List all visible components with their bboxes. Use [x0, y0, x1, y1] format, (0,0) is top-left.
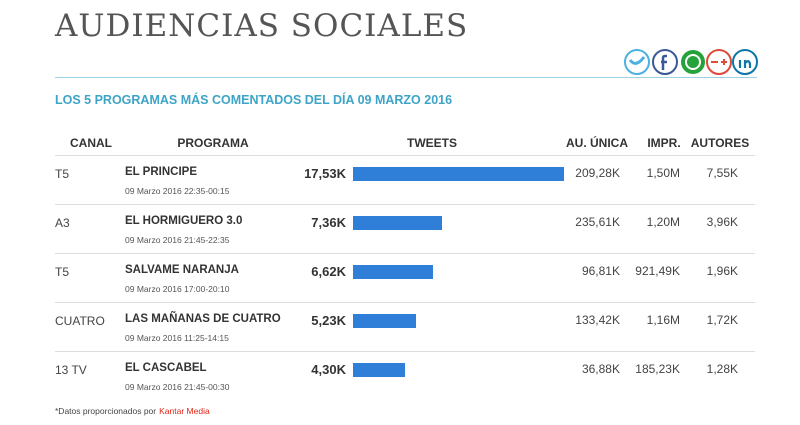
canal-cell: T5: [55, 265, 70, 279]
programa-cell: EL HORMIGUERO 3.0: [125, 215, 243, 227]
impr-cell: 1,20M: [646, 215, 680, 229]
impr-cell: 921,49K: [635, 264, 680, 278]
column-header: AU. ÚNICA: [566, 136, 628, 150]
autores-cell: 7,55K: [706, 166, 738, 180]
subtitle: LOS 5 PROGRAMAS MÁS COMENTADOS DEL DÍA 0…: [55, 93, 453, 107]
impr-cell: 185,23K: [635, 362, 680, 376]
row-divider: [55, 351, 755, 352]
fecha-cell: 09 Marzo 2016 21:45-22:35: [125, 235, 230, 245]
tweets-label: 4,30K: [311, 362, 346, 377]
googleplus-icon[interactable]: [706, 49, 732, 75]
tweets-bar: [353, 363, 405, 377]
au-unica-cell: 133,42K: [575, 313, 620, 327]
tweets-label: 5,23K: [311, 313, 346, 328]
autores-cell: 1,72K: [706, 313, 738, 327]
canal-cell: A3: [55, 216, 70, 230]
autores-cell: 3,96K: [706, 215, 738, 229]
au-unica-cell: 96,81K: [581, 264, 620, 278]
tweets-bar: [353, 167, 564, 181]
column-header: PROGRAMA: [177, 136, 249, 150]
fecha-cell: 09 Marzo 2016 17:00-20:10: [125, 284, 230, 294]
footer: *Datos proporcionados por Kantar Media: [55, 406, 210, 416]
tweets-bar: [353, 314, 416, 328]
fecha-cell: 09 Marzo 2016 11:25-14:15: [125, 333, 229, 343]
tweets-label: 6,62K: [311, 264, 346, 279]
programa-cell: EL CASCABEL: [125, 362, 207, 374]
programa-cell: LAS MAÑANAS DE CUATRO: [125, 313, 281, 325]
column-header: TWEETS: [407, 136, 457, 150]
column-header: CANAL: [70, 136, 112, 150]
canal-cell: CUATRO: [55, 314, 105, 328]
row-divider: [55, 253, 755, 254]
tweets-bar: [353, 265, 433, 279]
tweets-bar: [353, 216, 442, 230]
fecha-cell: 09 Marzo 2016 21:45-00:30: [125, 382, 230, 392]
impr-cell: 1,16M: [646, 313, 680, 327]
fecha-cell: 09 Marzo 2016 22:35-00:15: [125, 186, 230, 196]
page-title: AUDIENCIAS SOCIALES: [55, 8, 469, 44]
au-unica-cell: 36,88K: [581, 362, 620, 376]
autores-cell: 1,96K: [706, 264, 738, 278]
canal-cell: 13 TV: [55, 363, 87, 377]
au-unica-cell: 209,28K: [575, 166, 620, 180]
programa-cell: SALVAME NARANJA: [125, 264, 239, 276]
footer-source[interactable]: Kantar Media: [159, 406, 210, 416]
header-divider: [55, 155, 755, 156]
row-divider: [55, 302, 755, 303]
tweets-label: 17,53K: [304, 166, 346, 181]
programa-cell: EL PRINCIPE: [125, 166, 197, 178]
whatsapp-icon[interactable]: [681, 50, 705, 74]
au-unica-cell: 235,61K: [575, 215, 620, 229]
divider: [55, 77, 757, 78]
row-divider: [55, 204, 755, 205]
canal-cell: T5: [55, 167, 70, 181]
social-icons: [624, 49, 758, 75]
footer-text: *Datos proporcionados por: [55, 406, 157, 416]
tweets-label: 7,36K: [311, 215, 346, 230]
column-header: IMPR.: [647, 136, 681, 150]
autores-cell: 1,28K: [706, 362, 738, 376]
column-header: AUTORES: [690, 136, 750, 150]
impr-cell: 1,50M: [646, 166, 680, 180]
